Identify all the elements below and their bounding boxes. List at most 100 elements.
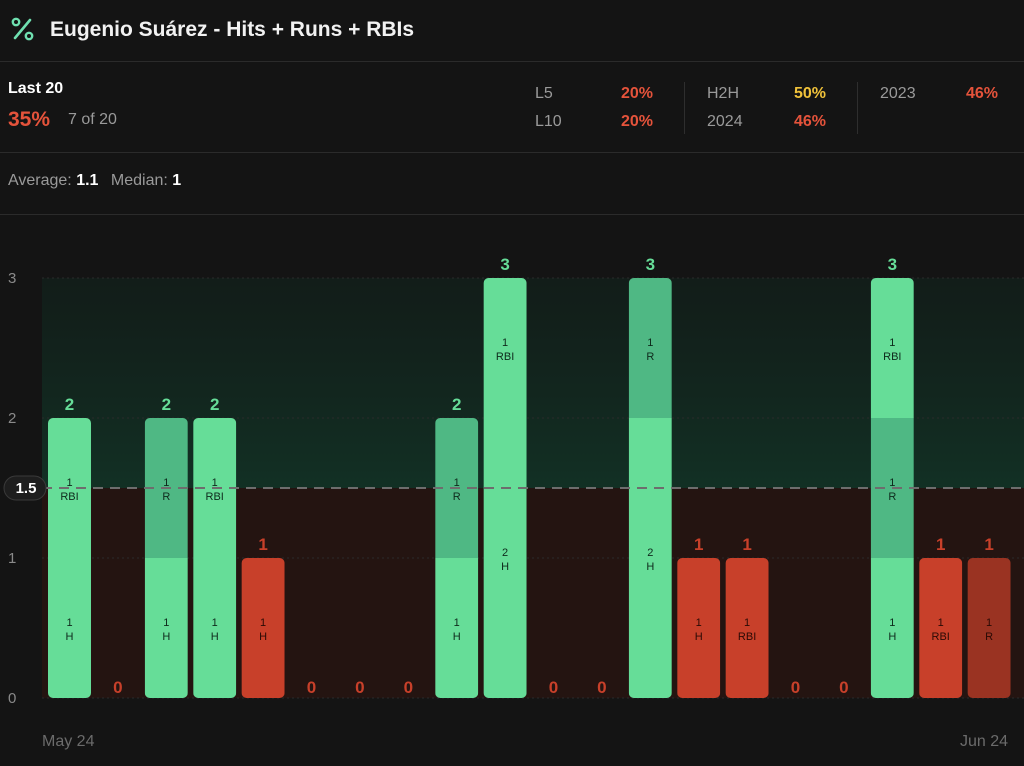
bar-segment	[870, 558, 914, 698]
divider	[0, 214, 1024, 215]
segment-stat-label: H	[453, 631, 461, 643]
bar-segment	[870, 278, 914, 418]
segment-stat-label: H	[259, 631, 267, 643]
bar-total-label: 3	[888, 255, 897, 274]
segment-count-label: 1	[260, 617, 266, 629]
median-value: 1	[172, 172, 182, 189]
segment-count-label: 1	[66, 477, 72, 489]
bar-segment	[193, 558, 237, 698]
stat-value: 50%	[794, 85, 827, 102]
segment-stat-label: R	[646, 351, 654, 363]
segment-count-label: 1	[502, 337, 508, 349]
bar-segment	[725, 558, 769, 698]
bar-segment	[967, 558, 1011, 698]
segment-count-label: 1	[744, 617, 750, 629]
stat-divider	[684, 82, 685, 134]
segment-stat-label: RBI	[932, 631, 950, 643]
percent-icon	[10, 16, 36, 42]
segment-count-label: 1	[696, 617, 702, 629]
hit-rate-count: 7 of 20	[68, 111, 117, 128]
segment-count-label: 1	[889, 477, 895, 489]
segment-stat-label: H	[695, 631, 703, 643]
bar-segment	[48, 558, 91, 698]
y-tick-label: 3	[8, 270, 16, 287]
bar-total-label: 2	[65, 395, 74, 414]
segment-stat-label: R	[162, 491, 170, 503]
bar-total-label: 0	[404, 678, 413, 697]
bar-total-label: 0	[307, 678, 316, 697]
bar-segment	[483, 278, 527, 418]
segment-stat-label: R	[985, 631, 993, 643]
threshold-pill	[3, 475, 47, 501]
stat-value: 46%	[794, 113, 827, 130]
stat-label: H2H	[707, 85, 740, 102]
bar-chart: 0 1 2 3 1 H 1 RBI 2 0 1 H 1 R 2 1 H 1 RBI 2 1 H 1 0 0 0 1 H 1 R 2 2 H 1 RB…	[3, 255, 1024, 707]
stat-label: L5	[535, 85, 553, 102]
stat-value: 46%	[966, 85, 999, 102]
divider	[0, 152, 1024, 153]
segment-count-label: 1	[454, 477, 460, 489]
segment-stat-label: RBI	[60, 491, 78, 503]
segment-stat-label: H	[888, 631, 896, 643]
bar-segment	[241, 558, 285, 698]
bar-segment	[483, 418, 527, 698]
stat-value: 20%	[621, 85, 654, 102]
bar-total-label: 2	[210, 395, 219, 414]
bar-total-label: 1	[694, 535, 703, 554]
bar-segment	[677, 558, 721, 698]
segment-stat-label: R	[453, 491, 461, 503]
average-label: Average:	[8, 172, 72, 189]
date-end: Jun 24	[960, 733, 1009, 750]
bar-segment	[435, 558, 479, 698]
date-start: May 24	[42, 733, 95, 750]
segment-stat-label: H	[211, 631, 219, 643]
bar-segment	[144, 558, 188, 698]
bar-total-label: 1	[936, 535, 945, 554]
y-tick-label: 2	[8, 410, 16, 427]
bar-segment	[919, 558, 963, 698]
stat-label: 2023	[880, 85, 916, 102]
bar-segment	[628, 278, 672, 418]
segment-count-label: 1	[647, 337, 653, 349]
bar-total-label: 1	[258, 535, 267, 554]
average-median-row: Average: 1.1 Median: 1	[8, 172, 189, 190]
bar-total-label: 2	[452, 395, 461, 414]
segment-stat-label: H	[646, 561, 654, 573]
segment-count-label: 1	[938, 617, 944, 629]
bar-total-label: 0	[113, 678, 122, 697]
segment-stat-label: RBI	[206, 491, 224, 503]
segment-stat-label: RBI	[738, 631, 756, 643]
segment-count-label: 1	[163, 617, 169, 629]
stat-label: 2024	[707, 113, 743, 130]
bar-total-label: 0	[791, 678, 800, 697]
segment-stat-label: H	[501, 561, 509, 573]
segment-stat-label: H	[66, 631, 74, 643]
median-label: Median:	[110, 172, 168, 189]
segment-count-label: 1	[212, 617, 218, 629]
segment-stat-label: RBI	[496, 351, 514, 363]
hit-rate-summary: Last 20 35% 7 of 20	[8, 80, 117, 131]
bar-segment	[628, 418, 672, 698]
segment-stat-label: R	[888, 491, 896, 503]
segment-count-label: 2	[502, 547, 508, 559]
header: Eugenio Suárez - Hits + Runs + RBIs	[0, 0, 1024, 62]
y-tick-label: 1	[8, 550, 16, 567]
segment-count-label: 1	[454, 617, 460, 629]
stat-divider	[857, 82, 858, 134]
segment-count-label: 1	[163, 477, 169, 489]
segment-stat-label: H	[162, 631, 170, 643]
segment-stat-label: RBI	[883, 351, 901, 363]
average-value: 1.1	[76, 172, 99, 189]
stat-value: 20%	[621, 113, 654, 130]
stat-label: L10	[535, 113, 562, 130]
y-tick-label: 0	[8, 690, 16, 707]
bar-total-label: 0	[549, 678, 558, 697]
bar-total-label: 0	[839, 678, 848, 697]
bar-total-label: 3	[500, 255, 509, 274]
bar-total-label: 0	[355, 678, 364, 697]
segment-count-label: 1	[889, 617, 895, 629]
segment-count-label: 2	[647, 547, 653, 559]
bar-total-label: 1	[984, 535, 993, 554]
hit-rate-percent: 35%	[8, 108, 51, 131]
bar-total-label: 0	[597, 678, 606, 697]
